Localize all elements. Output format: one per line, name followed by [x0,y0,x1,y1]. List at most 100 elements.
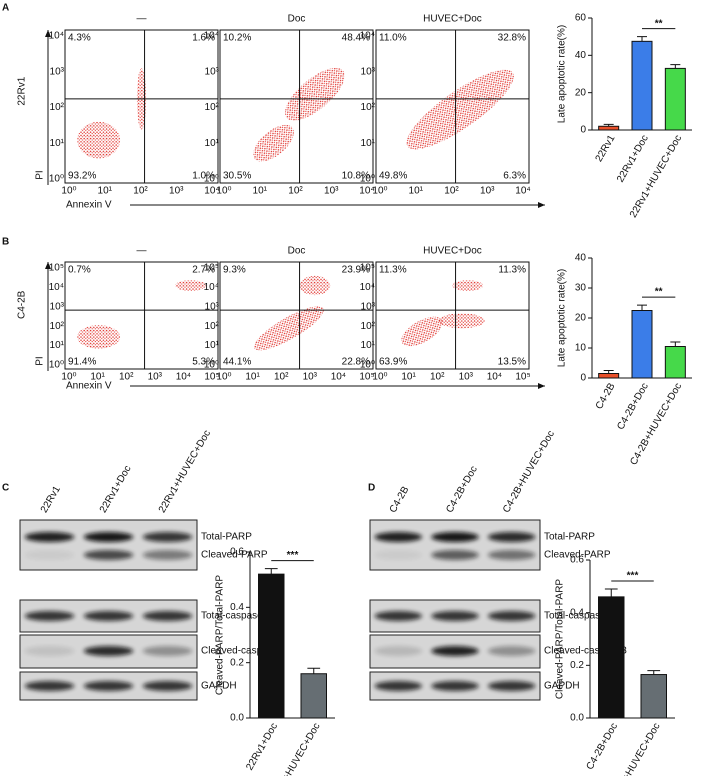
panel-letter: A [2,3,9,14]
x-tick-label: C4-2B+Doc [585,721,621,772]
y-tick-label: 10² [361,102,376,113]
significance-label: *** [627,571,639,582]
y-axis-label: Cleaved-PARP/Total-PARP [555,579,566,700]
cell-line-label: 22Rv1 [17,76,28,105]
band-label: GAPDH [201,681,237,692]
blot-band [24,646,75,656]
blot-band [24,611,75,621]
quadrant-percent: 10.8% [342,171,370,182]
x-tick-label: 10⁵ [359,372,374,383]
y-tick-label: 10⁴ [204,282,219,293]
error-bar [670,341,681,347]
blot-box [369,519,541,571]
blot-band [142,611,193,621]
y-tick-label: 10¹ [361,138,376,149]
x-tick-label: 10⁴ [359,186,374,197]
x-tick-label: 10⁴ [515,186,530,197]
quadrant-percent: 4.3% [68,33,91,44]
quadrant-percent: 11.0% [379,33,407,44]
x-tick-label: 10³ [148,372,163,383]
error-bar [670,64,681,69]
blot-band [374,550,423,560]
blot-band [374,611,423,621]
y-tick-label: 10³ [361,66,376,77]
x-tick-label: 10² [288,186,303,197]
band-label: Cleaved-caspase3 [201,646,284,657]
x-tick-label: 10¹ [253,186,268,197]
y-axis-label: Cleaved-PARP/Total-PARP [215,575,226,696]
y-tick-label: 10¹ [361,340,376,351]
y-tick-label: 10² [361,321,376,332]
x-tick-label: 22Rv1+Doc [244,721,280,772]
bar [598,125,620,131]
blot-band [24,532,75,542]
quadrant-percent: 23.9% [342,265,370,276]
x-tick-label: 10⁰ [61,186,76,197]
x-tick-label: 10¹ [90,372,105,383]
y-tick-label: 10³ [50,66,65,77]
band-label: Cleaved-caspase3 [544,646,627,657]
error-bar [637,304,647,311]
lane-label: 22Rv1 [39,484,63,515]
y-tick-label: 0.0 [570,713,584,724]
x-tick-label: 10² [430,372,445,383]
quadrant-percent: 10.2% [223,33,251,44]
bar [631,40,653,131]
x-tick-label: 10⁴ [487,372,502,383]
panel-letter: C [2,483,9,494]
y-tick-label: 10³ [361,301,376,312]
cell-cloud [175,280,206,291]
blot-band [142,532,193,542]
y-tick-label: 10² [205,102,220,113]
quadrant-percent: 11.3% [379,265,407,276]
y-tick-label: 10⁴ [49,282,64,293]
lane-label: C4-2B+Doc [444,464,480,515]
plot-title: Doc [288,14,306,25]
y-tick-label: 0.2 [230,657,244,668]
y-tick-label: 10⁴ [360,31,375,42]
blot-band [83,681,134,691]
x-tick-label: 10³ [303,372,318,383]
y-tick-label: 10¹ [50,340,65,351]
bar [640,674,667,719]
y-axis-label: Late apoptotic rate(%) [557,269,568,367]
quadrant-percent: 48.4% [342,33,370,44]
quadrant-percent: 91.4% [68,357,96,368]
x-axis-label: Annexin V [66,200,112,211]
blot-band [142,646,193,656]
x-tick-label: 10³ [459,372,474,383]
band-label: Cleaved-PARP [201,550,268,561]
error-bar [603,370,614,374]
x-tick-label: 10¹ [401,372,416,383]
y-tick-label: 40 [575,253,587,264]
blot-band [431,550,479,560]
bar [631,310,653,379]
blot-band [431,681,479,691]
y-tick-label: 10¹ [205,340,220,351]
quadrant-percent: 93.2% [68,171,96,182]
x-tick-label: 10⁰ [61,372,76,383]
band-label: Cleaved-PARP [544,550,611,561]
blot-band [487,646,536,656]
quadrant-percent: 11.3% [498,265,526,276]
y-tick-label: 10⁵ [204,263,219,274]
y-tick-label: 30 [575,283,587,294]
blot-band [487,550,536,560]
blot-band [487,681,536,691]
y-tick-label: 10 [575,343,587,354]
y-tick-label: 10⁴ [49,31,64,42]
x-tick-label: 10⁴ [331,372,346,383]
quadrant-percent: 30.5% [223,171,251,182]
panel-letter: D [368,483,375,494]
x-tick-label: 10² [274,372,289,383]
x-tick-label: C4-2B+Doc [615,381,651,432]
plot-title: — [137,246,147,257]
cell-cloud [401,316,443,347]
quadrant-percent: 13.5% [498,357,526,368]
x-tick-label: 10² [133,186,148,197]
error-bar [307,667,321,674]
y-tick-label: 10⁵ [49,263,64,274]
y-tick-label: 10⁰ [204,174,219,185]
blot-box [19,519,198,571]
cell-line-label: C4-2B [17,290,28,319]
